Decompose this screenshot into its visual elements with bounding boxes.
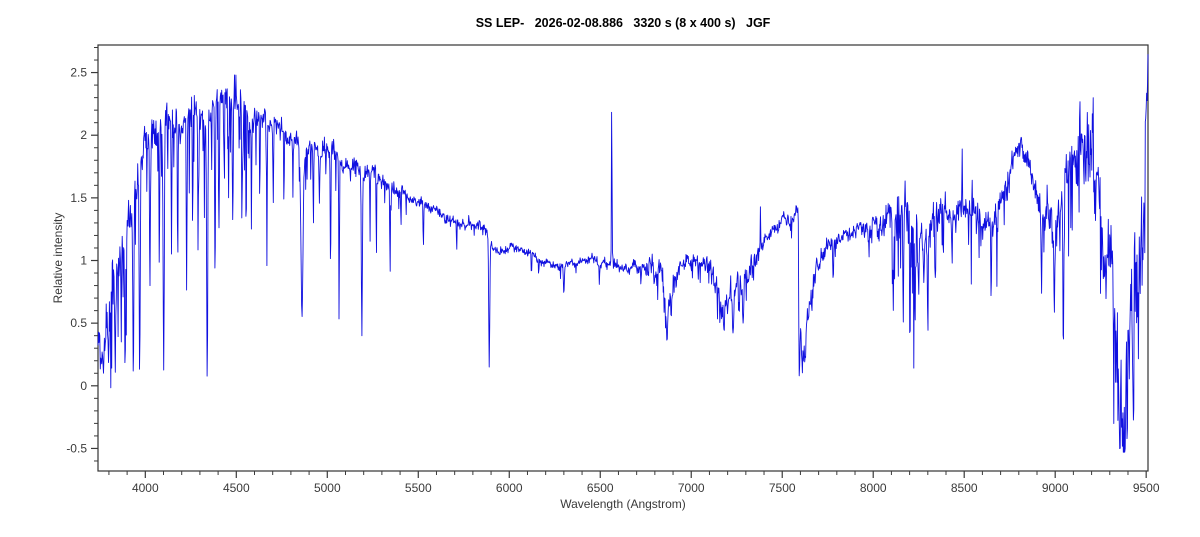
spectrum-trace <box>97 54 1149 453</box>
x-tick-label: 8500 <box>951 481 978 495</box>
x-tick-label: 5500 <box>405 481 432 495</box>
y-tick-label: 1 <box>80 254 87 268</box>
x-tick-label: 6000 <box>496 481 523 495</box>
y-tick-label: -0.5 <box>66 441 87 455</box>
y-tick-label: 2 <box>80 128 87 142</box>
y-tick-label: 0 <box>80 379 87 393</box>
x-tick-label: 4500 <box>223 481 250 495</box>
x-tick-label: 9000 <box>1042 481 1069 495</box>
x-axis-label: Wavelength (Angstrom) <box>560 497 686 511</box>
plot-frame <box>97 44 1149 472</box>
x-tick-label: 7500 <box>769 481 796 495</box>
x-tick-label: 7000 <box>678 481 705 495</box>
x-tick-label: 9500 <box>1133 481 1160 495</box>
y-tick-label: 2.5 <box>70 66 87 80</box>
y-tick-label: 1.5 <box>70 191 87 205</box>
y-tick-label: 0.5 <box>70 316 87 330</box>
x-tick-label: 8000 <box>860 481 887 495</box>
x-tick-label: 5000 <box>314 481 341 495</box>
chart-title: SS LEP- 2026-02-08.886 3320 s (8 x 400 s… <box>475 16 771 30</box>
x-tick-label: 4000 <box>132 481 159 495</box>
x-tick-label: 6500 <box>587 481 614 495</box>
